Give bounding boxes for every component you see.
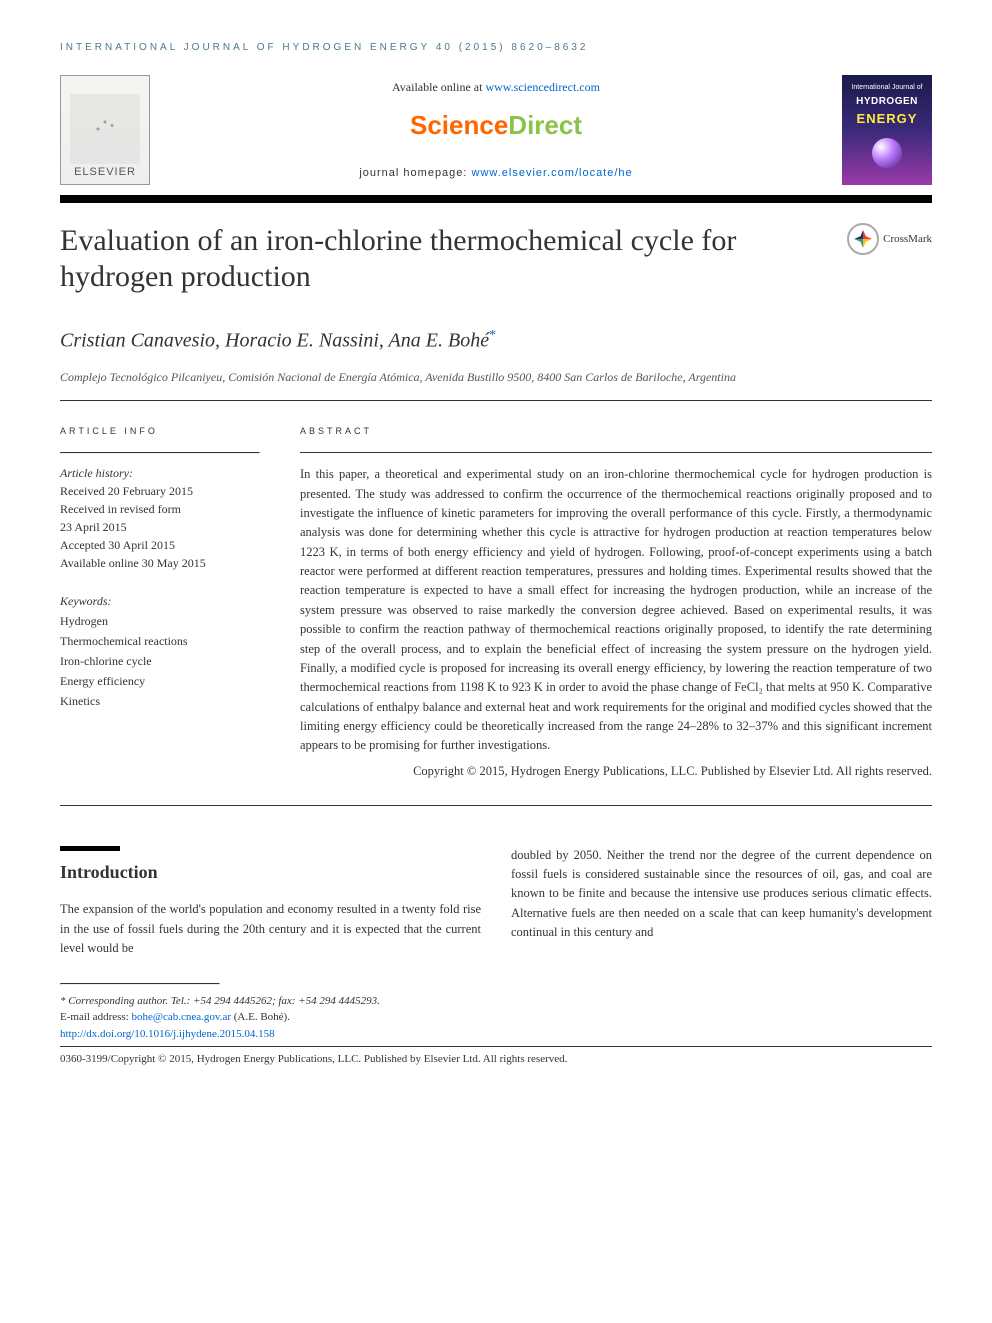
introduction-section: Introduction The expansion of the world'… <box>60 846 932 959</box>
divider <box>60 452 260 454</box>
abstract-text: In this paper, a theoretical and experim… <box>300 465 932 756</box>
abstract-label: ABSTRACT <box>300 425 932 439</box>
available-online: Available online at www.sciencedirect.co… <box>150 78 842 96</box>
intro-text-right: doubled by 2050. Neither the trend nor t… <box>511 846 932 943</box>
abstract-copyright: Copyright © 2015, Hydrogen Energy Public… <box>300 762 932 781</box>
elsevier-tree-icon <box>70 94 140 164</box>
history-revised1: Received in revised form <box>60 502 181 516</box>
keywords-label: Keywords: <box>60 592 260 610</box>
keyword: Kinetics <box>60 692 260 710</box>
divider <box>300 452 932 453</box>
cover-line2: HYDROGEN <box>856 94 918 109</box>
intro-col-left: Introduction The expansion of the world'… <box>60 846 481 959</box>
journal-header: INTERNATIONAL JOURNAL OF HYDROGEN ENERGY… <box>60 40 932 55</box>
intro-heading: Introduction <box>60 859 481 887</box>
divider <box>60 805 932 806</box>
crossmark-badge[interactable]: CrossMark <box>847 223 932 255</box>
email-label: E-mail address: <box>60 1011 131 1023</box>
divider-bar <box>60 195 932 203</box>
article-info-label: ARTICLE INFO <box>60 425 260 439</box>
keyword: Hydrogen <box>60 612 260 630</box>
center-header: Available online at www.sciencedirect.co… <box>150 78 842 182</box>
authors-list: Cristian Canavesio, Horacio E. Nassini, … <box>60 330 489 352</box>
doi-link[interactable]: http://dx.doi.org/10.1016/j.ijhydene.201… <box>60 1028 275 1040</box>
history-received: Received 20 February 2015 <box>60 484 193 498</box>
abstract-column: ABSTRACT In this paper, a theoretical an… <box>300 425 932 781</box>
sciencedirect-word2: Direct <box>508 110 582 140</box>
cover-orb-icon <box>872 138 902 168</box>
email-suffix: (A.E. Bohé). <box>231 1011 290 1023</box>
keyword: Iron-chlorine cycle <box>60 652 260 670</box>
corresponding-author: * Corresponding author. Tel.: +54 294 44… <box>60 995 380 1007</box>
title-row: Evaluation of an iron-chlorine thermoche… <box>60 223 932 295</box>
elsevier-label: ELSEVIER <box>74 164 136 181</box>
article-history: Article history: Received 20 February 20… <box>60 464 260 572</box>
article-title: Evaluation of an iron-chlorine thermoche… <box>60 223 847 295</box>
history-accepted: Accepted 30 April 2015 <box>60 538 175 552</box>
homepage-link[interactable]: www.elsevier.com/locate/he <box>472 167 633 179</box>
journal-cover[interactable]: International Journal of HYDROGEN ENERGY <box>842 75 932 185</box>
article-info-column: ARTICLE INFO Article history: Received 2… <box>60 425 260 781</box>
history-revised2: 23 April 2015 <box>60 520 127 534</box>
crossmark-label: CrossMark <box>883 231 932 248</box>
keyword: Energy efficiency <box>60 672 260 690</box>
info-abstract-row: ARTICLE INFO Article history: Received 2… <box>60 425 932 781</box>
affiliation: Complejo Tecnológico Pilcaniyeu, Comisió… <box>60 368 932 386</box>
section-bar-icon <box>60 846 120 851</box>
sciencedirect-logo[interactable]: ScienceDirect <box>150 106 842 145</box>
cover-line1: International Journal of <box>851 83 922 94</box>
homepage-prefix: journal homepage: <box>359 167 471 179</box>
keyword: Thermochemical reactions <box>60 632 260 650</box>
history-online: Available online 30 May 2015 <box>60 556 206 570</box>
header-row: ELSEVIER Available online at www.science… <box>60 75 932 185</box>
authors: Cristian Canavesio, Horacio E. Nassini, … <box>60 325 932 356</box>
intro-col-right: doubled by 2050. Neither the trend nor t… <box>511 846 932 959</box>
intro-text-left: The expansion of the world's population … <box>60 900 481 958</box>
history-label: Article history: <box>60 466 133 480</box>
journal-homepage: journal homepage: www.elsevier.com/locat… <box>150 165 842 182</box>
footnote-divider <box>60 983 220 985</box>
email-link[interactable]: bohe@cab.cnea.gov.ar <box>131 1011 231 1023</box>
crossmark-icon <box>847 223 879 255</box>
sciencedirect-link[interactable]: www.sciencedirect.com <box>485 80 600 94</box>
corresponding-asterisk[interactable]: * <box>489 328 496 343</box>
footer: * Corresponding author. Tel.: +54 294 44… <box>60 993 932 1043</box>
page-copyright: 0360-3199/Copyright © 2015, Hydrogen Ene… <box>60 1046 932 1068</box>
elsevier-logo[interactable]: ELSEVIER <box>60 75 150 185</box>
cover-line3: ENERGY <box>857 109 918 129</box>
sciencedirect-word1: Science <box>410 110 508 140</box>
divider <box>60 400 932 401</box>
available-prefix: Available online at <box>392 80 485 94</box>
keywords-block: Keywords: Hydrogen Thermochemical reacti… <box>60 592 260 710</box>
